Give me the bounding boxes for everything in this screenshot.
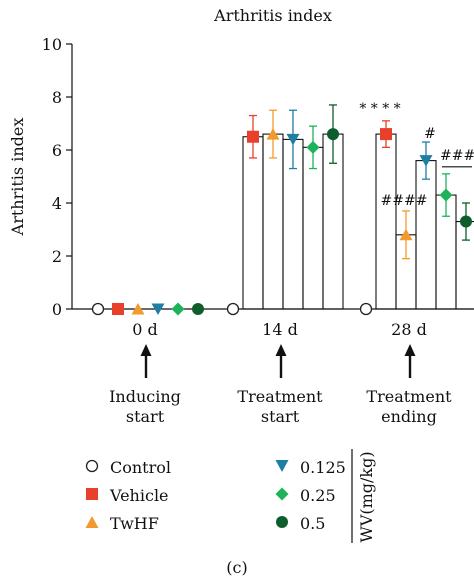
arrow-label-line1: Inducing [109,387,181,406]
data-point [131,303,145,315]
significance-label: # [424,126,436,142]
data-point [192,303,204,315]
arrow-label-line2: ending [381,407,437,426]
data-point [91,302,105,316]
significance-label: #### [440,148,474,164]
arrow-head [404,344,416,356]
bar [242,136,264,310]
significance-label: * * * * [359,101,400,117]
significance-label: #### [381,193,428,209]
y-tick-label: 0 [52,300,62,319]
data-point [171,302,185,316]
y-axis-label: Arthritis index [8,118,27,237]
chart-title: Arthritis index [213,6,332,25]
bar [302,146,324,310]
data-point [359,302,373,316]
arrow-label-line2: start [126,407,165,426]
legend-item-twhf: TwHF [82,514,159,533]
arrow-label-line2: start [261,407,300,426]
y-tick-label: 10 [42,35,62,54]
bar [262,133,284,310]
x-category-label: 14 d [262,320,298,339]
legend-triangle-down-icon [272,458,292,477]
legend-label: Control [110,458,172,477]
legend-item-025: 0.25 [272,486,336,505]
data-point [327,128,339,141]
arrow-head [140,344,152,356]
legend-square-icon [82,486,102,505]
data-point [460,215,472,228]
data-point [247,130,259,143]
arrow-label-line1: Treatment [237,387,323,406]
arrow-head [275,344,287,356]
y-tick-label: 4 [52,194,62,213]
y-tick-label: 2 [52,247,62,266]
legend-circle-icon [272,514,292,533]
legend-label: 0.5 [300,514,326,533]
legend-item-vehicle: Vehicle [82,486,169,505]
data-point [266,128,280,140]
bar [455,221,474,310]
legend-label: 0.125 [300,458,346,477]
bar [415,160,437,310]
figure-caption: (c) [226,558,248,577]
data-point [286,133,300,146]
legend-label: TwHF [110,514,159,533]
legend-triangle-up-icon [82,514,102,533]
legend-label: Vehicle [110,486,169,505]
data-point [112,303,124,315]
x-category-label: 0 d [132,320,158,339]
arrow-label-line1: Treatment [366,387,452,406]
legend-diamond-icon [272,486,292,505]
data-point [419,155,433,167]
legend-item-05: 0.5 [272,514,325,533]
y-tick-label: 6 [52,141,62,160]
data-point [151,303,165,315]
legend-item-0125: 0.125 [272,458,346,477]
bar [375,133,397,310]
data-point [380,128,392,141]
legend-unit-label: WV(mg/kg) [357,451,376,542]
data-point [306,140,320,154]
data-point [439,188,453,202]
data-point [226,302,240,316]
y-tick-label: 8 [52,88,62,107]
x-category-label: 28 d [391,320,427,339]
legend-item-control: Control [82,458,171,477]
legend-label: 0.25 [300,486,336,505]
data-point [399,228,413,241]
legend-circle-open-icon [82,458,102,477]
